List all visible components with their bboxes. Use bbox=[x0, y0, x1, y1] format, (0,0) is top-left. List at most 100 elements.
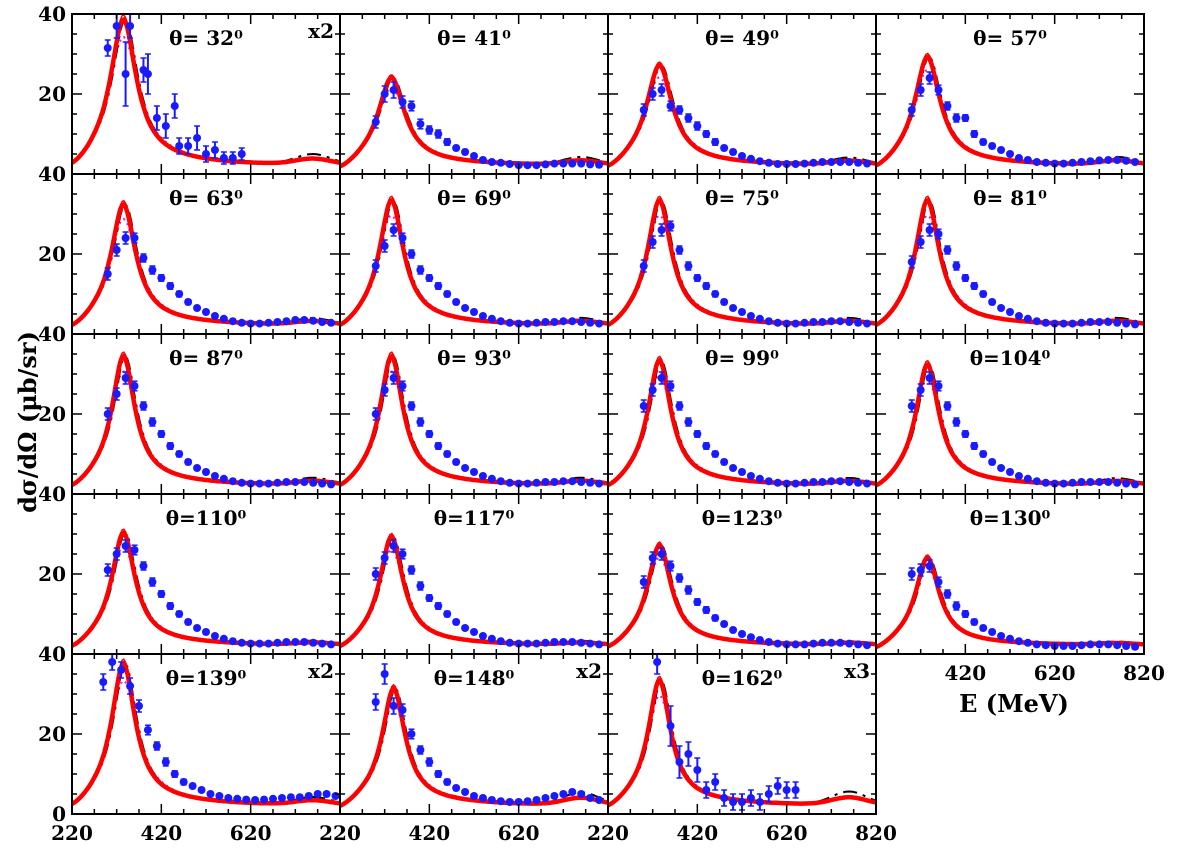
data-point bbox=[800, 318, 809, 327]
data-point bbox=[1095, 156, 1104, 165]
data-point bbox=[313, 790, 322, 798]
data-point bbox=[782, 479, 791, 488]
data-point bbox=[729, 304, 738, 312]
data-point bbox=[425, 758, 434, 766]
blue-curve bbox=[340, 356, 608, 486]
panel-14: θ=117⁰ bbox=[339, 493, 609, 655]
data-point bbox=[541, 478, 550, 486]
data-point bbox=[300, 478, 309, 486]
panel-plot-area bbox=[340, 74, 608, 170]
panel-angle-label: θ= 63⁰ bbox=[169, 186, 243, 210]
data-point bbox=[1006, 150, 1014, 158]
data-point bbox=[559, 159, 568, 168]
data-point bbox=[1050, 159, 1059, 168]
data-point bbox=[380, 554, 389, 562]
data-point bbox=[827, 638, 836, 647]
red-band-curve bbox=[608, 61, 876, 167]
data-point bbox=[135, 702, 143, 710]
data-point bbox=[997, 146, 1006, 154]
data-point bbox=[1113, 478, 1122, 487]
data-point bbox=[202, 150, 210, 158]
data-point bbox=[925, 226, 934, 234]
data-point bbox=[478, 312, 487, 320]
data-point bbox=[559, 790, 568, 798]
data-point bbox=[371, 410, 380, 418]
red-band-curve bbox=[876, 359, 1144, 486]
black-curve bbox=[608, 358, 876, 487]
data-point bbox=[175, 610, 184, 618]
data-point bbox=[577, 478, 586, 486]
panel-angle-label: θ=162⁰ bbox=[702, 666, 783, 690]
data-point bbox=[979, 624, 988, 632]
data-point bbox=[1006, 634, 1014, 643]
data-point bbox=[1041, 478, 1050, 487]
data-point bbox=[130, 382, 139, 390]
data-point bbox=[389, 86, 398, 94]
data-point bbox=[398, 98, 407, 106]
magenta-curve bbox=[608, 694, 876, 806]
data-point bbox=[773, 782, 782, 790]
panel-15: θ=123⁰ bbox=[607, 493, 877, 655]
red-curve bbox=[608, 197, 876, 327]
data-point bbox=[702, 442, 711, 450]
data-point bbox=[103, 270, 112, 278]
data-point bbox=[684, 114, 693, 122]
data-point bbox=[1023, 638, 1032, 647]
data-point bbox=[738, 308, 746, 316]
data-point bbox=[300, 316, 309, 324]
data-point bbox=[818, 318, 827, 326]
red-curve bbox=[876, 555, 1144, 650]
data-point bbox=[139, 402, 148, 410]
data-point bbox=[228, 154, 237, 162]
data-point bbox=[434, 130, 443, 138]
data-point bbox=[327, 640, 336, 649]
data-point bbox=[251, 796, 260, 804]
panel-plot-area bbox=[608, 61, 876, 168]
data-point bbox=[773, 639, 782, 648]
data-point bbox=[425, 274, 434, 282]
data-point bbox=[979, 450, 988, 458]
data-point bbox=[934, 578, 943, 586]
data-point bbox=[791, 160, 800, 168]
black-curve bbox=[876, 198, 1144, 326]
data-point bbox=[755, 798, 764, 806]
data-point bbox=[916, 566, 925, 574]
panel-13: θ=110⁰ 40 20 bbox=[38, 482, 341, 655]
data-point bbox=[746, 472, 755, 480]
panel-plot-area bbox=[72, 14, 340, 166]
data-point bbox=[277, 794, 286, 802]
data-point bbox=[152, 114, 161, 122]
panel-plot-area bbox=[72, 351, 340, 489]
data-point bbox=[1014, 154, 1023, 162]
data-point bbox=[800, 640, 809, 649]
blue-curve bbox=[608, 360, 876, 487]
x-tick-label: 620 bbox=[766, 821, 808, 845]
data-point bbox=[264, 639, 273, 648]
data-point bbox=[380, 90, 389, 98]
data-point bbox=[210, 312, 219, 320]
data-point bbox=[943, 102, 952, 110]
data-point bbox=[773, 160, 782, 168]
data-point bbox=[157, 590, 166, 598]
data-point bbox=[836, 158, 845, 166]
data-point bbox=[1059, 319, 1068, 328]
y-tick-label: 20 bbox=[38, 402, 66, 426]
y-tick-label: 40 bbox=[38, 322, 66, 346]
panel-11: θ= 99⁰ bbox=[607, 333, 877, 495]
data-point bbox=[755, 157, 764, 166]
data-point bbox=[233, 794, 242, 803]
data-point bbox=[550, 478, 559, 486]
data-point bbox=[675, 574, 684, 582]
data-point bbox=[907, 402, 916, 410]
data-point bbox=[1068, 319, 1077, 328]
magenta-curve bbox=[72, 679, 340, 805]
data-point bbox=[166, 442, 175, 450]
magenta-curve bbox=[340, 701, 608, 807]
data-point bbox=[514, 639, 523, 648]
blue-curve bbox=[340, 200, 608, 326]
panel-plot-area bbox=[340, 663, 608, 808]
data-point bbox=[934, 382, 943, 390]
data-point bbox=[1014, 472, 1023, 480]
blue-curve bbox=[876, 200, 1144, 326]
